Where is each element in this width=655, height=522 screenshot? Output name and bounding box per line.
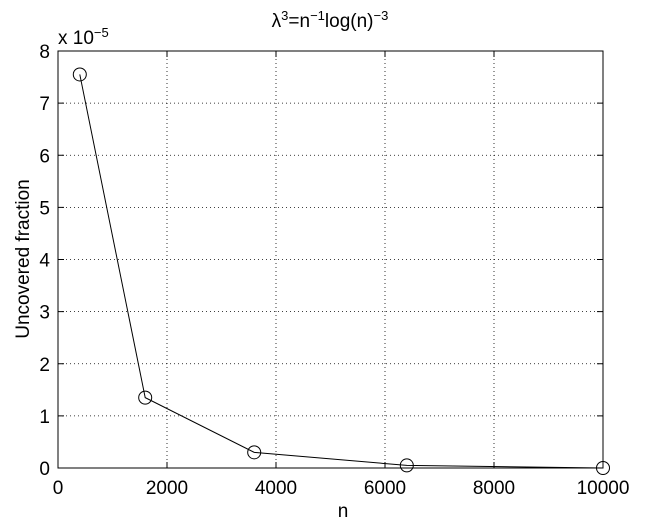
x-tick-label: 2000 <box>146 478 188 499</box>
y-axis-multiplier: x 10−5 <box>58 25 109 50</box>
title-mid-sup: −1 <box>310 8 325 23</box>
title-base-sup: 3 <box>281 8 288 23</box>
y-tick-labels: 0 1 2 3 4 5 6 7 8 <box>39 42 50 480</box>
series-layer <box>73 68 609 475</box>
series-line <box>80 74 603 468</box>
y-tick-label: 4 <box>39 251 50 272</box>
x-tick-label: 8000 <box>473 478 515 499</box>
y-tick-label: 7 <box>39 94 50 115</box>
title-tail: log(n) <box>325 11 374 32</box>
title-mid: =n <box>288 11 310 32</box>
y-tick-label: 1 <box>39 407 50 428</box>
x-axis-label: n <box>338 501 349 522</box>
y-tick-label: 6 <box>39 146 50 167</box>
title-base: λ <box>272 11 282 32</box>
chart-title: λ3=n−1log(n)−3 <box>272 8 389 33</box>
y-tick-label: 5 <box>39 198 50 219</box>
x-tick-labels: 0 2000 4000 6000 8000 10000 <box>53 478 630 499</box>
x-tick-label: 10000 <box>577 478 630 499</box>
x-tick-label: 0 <box>53 478 64 499</box>
y-axis-label: Uncovered fraction <box>13 179 34 338</box>
x-tick-label: 6000 <box>364 478 406 499</box>
y-tick-label: 8 <box>39 42 50 63</box>
y-multiplier-base: x 10 <box>58 28 94 49</box>
title-tail-sup: −3 <box>373 8 388 23</box>
grid-lines <box>58 51 603 468</box>
y-tick-label: 0 <box>39 459 50 480</box>
x-tick-label: 4000 <box>255 478 297 499</box>
y-tick-label: 2 <box>39 355 50 376</box>
y-multiplier-exponent: −5 <box>94 25 109 40</box>
y-tick-label: 3 <box>39 303 50 324</box>
